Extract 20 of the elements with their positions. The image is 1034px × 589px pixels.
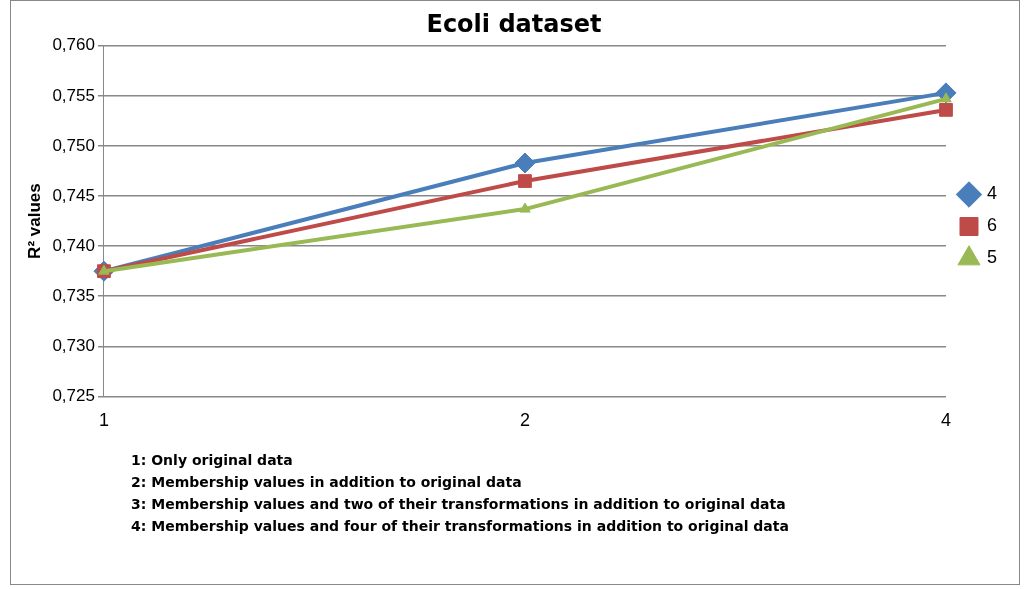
text: 1: Only original data	[131, 451, 294, 470]
text: 4: Membership values and four of their transformations in addition to original data	[131, 517, 789, 536]
legend-label: 5	[986, 247, 997, 268]
y-tick-label: 0,725	[52, 386, 95, 406]
y-tick-label: 0,735	[52, 285, 95, 305]
text: 2: Membership values in addition to original data	[131, 473, 523, 492]
y-tick-label: 0,730	[52, 336, 95, 355]
x-tick-label: 2	[519, 410, 530, 431]
x-tick-label: 1	[98, 410, 109, 431]
legend-label: 6	[986, 215, 997, 236]
legend-label: 4	[986, 183, 997, 204]
y-tick-label: 0,755	[52, 85, 95, 105]
text: 3: Membership values and two of their transformations in addition to original data	[131, 495, 787, 514]
x-tick-label: 4	[940, 410, 951, 431]
y-tick-label: 0,760	[52, 35, 95, 55]
y-tick-label: 0,740	[52, 235, 95, 255]
chart-title: Ecoli dataset	[426, 9, 602, 38]
y-tick-label: 0,745	[52, 185, 95, 205]
y-tick-label: 0,750	[52, 135, 95, 155]
y-axis-title: R² values	[24, 183, 44, 259]
